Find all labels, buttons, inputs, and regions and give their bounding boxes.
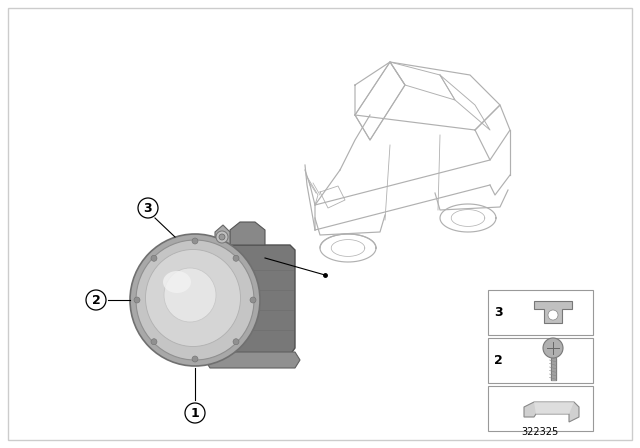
- Text: 2: 2: [92, 293, 100, 306]
- Ellipse shape: [163, 271, 191, 293]
- Ellipse shape: [164, 268, 216, 322]
- Circle shape: [548, 310, 558, 320]
- Polygon shape: [534, 402, 574, 414]
- Circle shape: [151, 339, 157, 345]
- Polygon shape: [205, 352, 300, 368]
- Text: 2: 2: [494, 354, 503, 367]
- Ellipse shape: [136, 240, 254, 360]
- Circle shape: [134, 297, 140, 303]
- Polygon shape: [215, 225, 230, 245]
- Circle shape: [192, 238, 198, 244]
- Ellipse shape: [130, 234, 260, 366]
- Circle shape: [233, 339, 239, 345]
- Polygon shape: [550, 358, 556, 380]
- Text: 3: 3: [494, 306, 502, 319]
- Bar: [488, 290, 593, 335]
- Polygon shape: [215, 245, 295, 355]
- Text: 3: 3: [144, 202, 152, 215]
- Circle shape: [86, 290, 106, 310]
- Bar: [488, 338, 593, 383]
- Circle shape: [543, 338, 563, 358]
- Circle shape: [250, 297, 256, 303]
- Text: 1: 1: [191, 406, 200, 419]
- Polygon shape: [230, 222, 265, 245]
- Circle shape: [138, 198, 158, 218]
- Polygon shape: [534, 301, 572, 323]
- Polygon shape: [524, 402, 579, 422]
- Text: 322325: 322325: [522, 427, 559, 437]
- Circle shape: [151, 255, 157, 261]
- Circle shape: [219, 234, 225, 240]
- Bar: [488, 386, 593, 431]
- Circle shape: [192, 356, 198, 362]
- Circle shape: [216, 231, 228, 243]
- Circle shape: [233, 255, 239, 261]
- Ellipse shape: [145, 250, 241, 346]
- Circle shape: [185, 403, 205, 423]
